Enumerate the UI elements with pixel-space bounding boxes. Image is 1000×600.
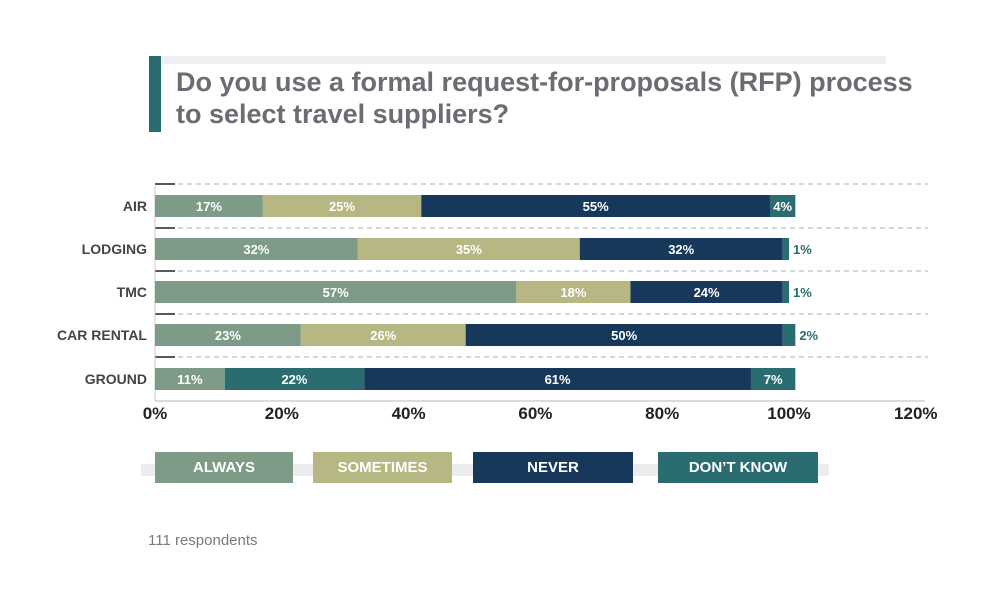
title-bar-background: [160, 56, 886, 64]
bar-segment: [750, 368, 796, 390]
x-tick-label: 20%: [265, 404, 299, 423]
bar-segment: [421, 195, 770, 217]
bar-segment: [579, 238, 783, 260]
data-label: 1%: [793, 242, 812, 257]
data-label: 26%: [370, 328, 396, 343]
title-accent-bar: [149, 56, 161, 132]
bar-segment: [364, 368, 751, 390]
legend-label-dont-know: DON’T KNOW: [688, 459, 788, 476]
x-tick-label: 60%: [518, 404, 552, 423]
data-label: 25%: [329, 199, 355, 214]
bar-segment: [769, 195, 796, 217]
legend-item-never: NEVER: [473, 452, 633, 483]
bar-segment: [155, 238, 358, 260]
legend-label-sometimes: SOMETIMES: [337, 459, 428, 476]
data-label: 11%: [177, 372, 203, 387]
category-label: AIR: [123, 198, 147, 214]
bar-segment: [630, 281, 783, 303]
bar-segment: [516, 281, 631, 303]
legend-item-dont-know: DON’T KNOW: [658, 452, 818, 483]
x-tick-label: 100%: [767, 404, 810, 423]
data-label: 2%: [799, 328, 818, 343]
data-label: 35%: [456, 242, 482, 257]
data-label: 18%: [560, 285, 586, 300]
data-label: 32%: [243, 242, 269, 257]
data-label: 17%: [196, 199, 222, 214]
bar-segment: [224, 368, 365, 390]
data-label: 4%: [773, 199, 792, 214]
category-label: LODGING: [82, 241, 147, 257]
legend: ALWAYS SOMETIMES NEVER DON’T KNOW: [141, 452, 829, 483]
data-label: 32%: [668, 242, 694, 257]
bar-segment: [782, 281, 789, 303]
bar-segment: [155, 368, 225, 390]
data-label: 55%: [583, 199, 609, 214]
data-label: 50%: [611, 328, 637, 343]
legend-item-sometimes: SOMETIMES: [313, 452, 452, 483]
data-label: 7%: [764, 372, 783, 387]
legend-label-always: ALWAYS: [193, 459, 255, 476]
bar-segment: [155, 324, 301, 346]
bar-segment: [782, 324, 796, 346]
bar-segment: [357, 238, 580, 260]
category-label: GROUND: [85, 371, 147, 387]
legend-label-never: NEVER: [527, 459, 579, 476]
data-label: 22%: [281, 372, 307, 387]
x-tick-label: 0%: [143, 404, 168, 423]
category-label: CAR RENTAL: [57, 327, 147, 343]
bar-segment: [465, 324, 783, 346]
legend-item-always: ALWAYS: [155, 452, 293, 483]
bar-segment: [300, 324, 466, 346]
data-label: 24%: [694, 285, 720, 300]
bar-segment: [155, 195, 263, 217]
x-tick-label: 40%: [392, 404, 426, 423]
respondents-note: 111 respondents: [148, 532, 258, 549]
data-label: 57%: [323, 285, 349, 300]
category-label: TMC: [117, 284, 147, 300]
data-label: 61%: [545, 372, 571, 387]
bar-segment: [782, 238, 789, 260]
bar-segment: [155, 281, 517, 303]
x-tick-label: 80%: [645, 404, 679, 423]
x-tick-label: 120%: [894, 404, 937, 423]
data-label: 1%: [793, 285, 812, 300]
data-label: 23%: [215, 328, 241, 343]
bar-segment: [262, 195, 422, 217]
chart-title: Do you use a formal request-for-proposal…: [176, 67, 913, 129]
